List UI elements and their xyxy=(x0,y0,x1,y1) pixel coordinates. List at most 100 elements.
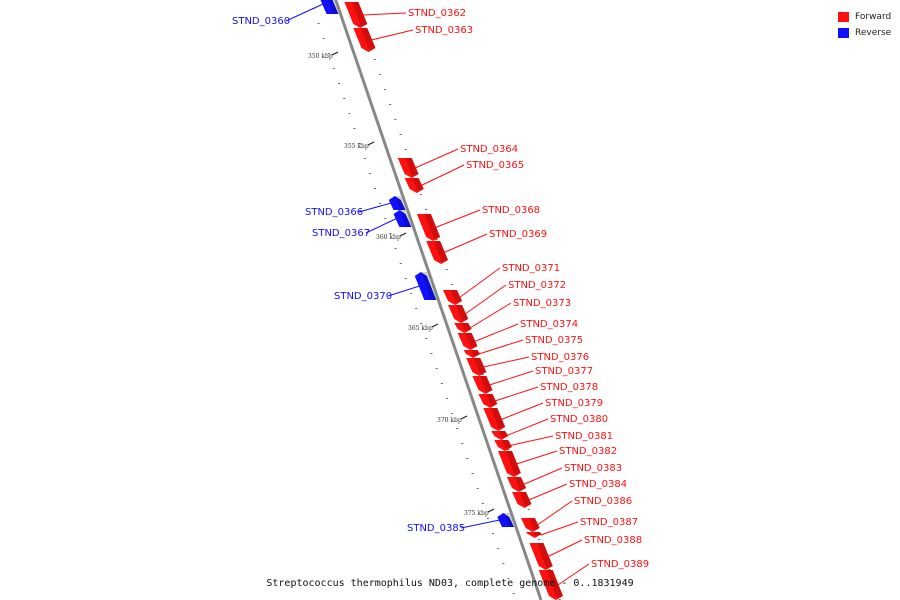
gene-arrow[interactable] xyxy=(344,2,368,28)
scale-label: 365 kbp xyxy=(408,325,433,332)
scale-tick xyxy=(460,415,468,420)
scale-labels: 350 kbp 355 kbp 360 kbp 365 kbp 370 kbp 375 k… xyxy=(308,51,495,517)
gene-label[interactable]: STND_0382 xyxy=(559,446,617,457)
gene-arrow-shade xyxy=(514,477,527,490)
gene-label[interactable]: STND_0385 xyxy=(407,523,465,534)
gene-arrow-shade xyxy=(433,241,449,262)
gene-label[interactable]: STND_0376 xyxy=(531,352,589,363)
gene-arrow[interactable] xyxy=(472,376,493,394)
scale-label: 350 kbp xyxy=(308,53,333,60)
gene-label[interactable]: STND_0371 xyxy=(502,263,560,274)
gene-arrow[interactable] xyxy=(466,358,487,376)
gene-arrow-shade xyxy=(505,451,521,475)
gene-label[interactable]: STND_0360 xyxy=(232,16,290,27)
gene-arrow-shade xyxy=(395,196,406,210)
scale-tick xyxy=(399,232,407,237)
gene-label[interactable]: STND_0365 xyxy=(466,160,524,171)
scale-tick xyxy=(331,51,339,56)
gene-arrow[interactable] xyxy=(463,350,481,358)
gene-arrow-shade xyxy=(424,214,441,239)
gene-arrow[interactable] xyxy=(478,394,498,408)
gene-arrow[interactable] xyxy=(506,477,527,492)
gene-arrow[interactable] xyxy=(416,214,441,241)
gene-label[interactable]: STND_0367 xyxy=(312,228,370,239)
gene-arrow[interactable] xyxy=(491,431,509,440)
gene-arrow[interactable] xyxy=(483,408,506,431)
genome-backbone xyxy=(334,0,543,600)
gene-leader-line xyxy=(528,483,568,501)
gene-label[interactable]: STND_0377 xyxy=(535,366,593,377)
gene-label[interactable]: STND_0389 xyxy=(591,559,649,570)
gene-leader-line xyxy=(365,218,397,234)
gene-arrow[interactable] xyxy=(454,323,472,333)
gene-arrow[interactable] xyxy=(498,451,521,477)
gene-label[interactable]: STND_0384 xyxy=(569,479,627,490)
gene-label[interactable]: STND_0383 xyxy=(564,463,622,474)
gene-label[interactable]: STND_0387 xyxy=(580,517,638,528)
legend-forward-label: Forward xyxy=(855,12,892,22)
gene-arrow[interactable] xyxy=(353,28,376,52)
gene-leader-line xyxy=(414,148,459,169)
gene-arrow-shade xyxy=(450,290,463,303)
gene-label[interactable]: STND_0366 xyxy=(305,207,363,218)
gene-leader-line xyxy=(285,3,324,22)
gene-leader-line xyxy=(420,164,465,186)
gene-arrow[interactable] xyxy=(497,513,515,527)
gene-arrow-shade xyxy=(455,305,469,321)
gene-arrow[interactable] xyxy=(397,158,419,178)
gene-arrow[interactable] xyxy=(494,440,513,451)
gene-leader-line xyxy=(387,285,420,297)
scale-label: 355 kbp xyxy=(344,143,369,150)
gene-arrow-shade xyxy=(528,518,540,530)
gene-leader-line xyxy=(516,450,558,465)
gene-label[interactable]: STND_0374 xyxy=(520,319,578,330)
gene-arrow[interactable] xyxy=(457,333,478,350)
gene-arrow-shade xyxy=(503,513,515,527)
gene-arrow-shade xyxy=(405,158,419,176)
scale-label: 360 kbp xyxy=(376,234,401,241)
gene-label[interactable]: STND_0386 xyxy=(574,496,632,507)
gene-arrow[interactable] xyxy=(448,305,469,323)
gene-label[interactable]: STND_0369 xyxy=(489,229,547,240)
gene-arrow[interactable] xyxy=(388,196,406,210)
gene-arrow-shade xyxy=(465,333,478,348)
gene-leader-line xyxy=(489,370,534,386)
gene-label[interactable]: STND_0372 xyxy=(508,280,566,291)
gene-arrow-shade xyxy=(491,408,506,429)
gene-leader-line xyxy=(371,29,414,41)
gene-label[interactable]: STND_0388 xyxy=(584,535,642,546)
gene-label[interactable]: STND_0363 xyxy=(415,25,473,36)
gene-label[interactable]: STND_0375 xyxy=(525,335,583,346)
figure-caption: Streptococcus thermophilus ND03, complet… xyxy=(266,578,634,589)
gene-arrow-shade xyxy=(519,492,532,506)
gene-arrow[interactable] xyxy=(320,0,339,14)
gene-arrow-shade xyxy=(537,543,553,568)
gene-arrow-shade xyxy=(498,431,509,438)
gene-arrow[interactable] xyxy=(442,290,463,305)
gene-arrow[interactable] xyxy=(525,532,542,538)
gene-leader-line xyxy=(474,323,519,342)
scale-tick xyxy=(431,323,439,328)
gene-arrow[interactable] xyxy=(414,272,437,300)
gene-label[interactable]: STND_0362 xyxy=(408,8,466,19)
gene-leader-line xyxy=(443,233,488,253)
reverse-swatch xyxy=(838,28,849,38)
gene-arrow[interactable] xyxy=(426,241,449,264)
gene-arrow[interactable] xyxy=(538,570,563,600)
gene-arrow[interactable] xyxy=(393,210,412,227)
gene-label[interactable]: STND_0380 xyxy=(550,414,608,425)
gene-label[interactable]: STND_0378 xyxy=(540,382,598,393)
gene-label[interactable]: STND_0373 xyxy=(513,298,571,309)
legend-reverse-label: Reverse xyxy=(855,28,892,38)
gene-label[interactable]: STND_0364 xyxy=(460,144,518,155)
gene-arrow[interactable] xyxy=(512,492,532,508)
gene-arrow[interactable] xyxy=(529,543,553,570)
gene-label[interactable]: STND_0381 xyxy=(555,431,613,442)
gene-label[interactable]: STND_0379 xyxy=(545,398,603,409)
gene-arrow[interactable] xyxy=(404,178,424,193)
gene-arrow-shade xyxy=(461,323,472,331)
gene-label[interactable]: STND_0370 xyxy=(334,291,392,302)
gene-label[interactable]: STND_0368 xyxy=(482,205,540,216)
gene-arrow[interactable] xyxy=(520,518,540,532)
